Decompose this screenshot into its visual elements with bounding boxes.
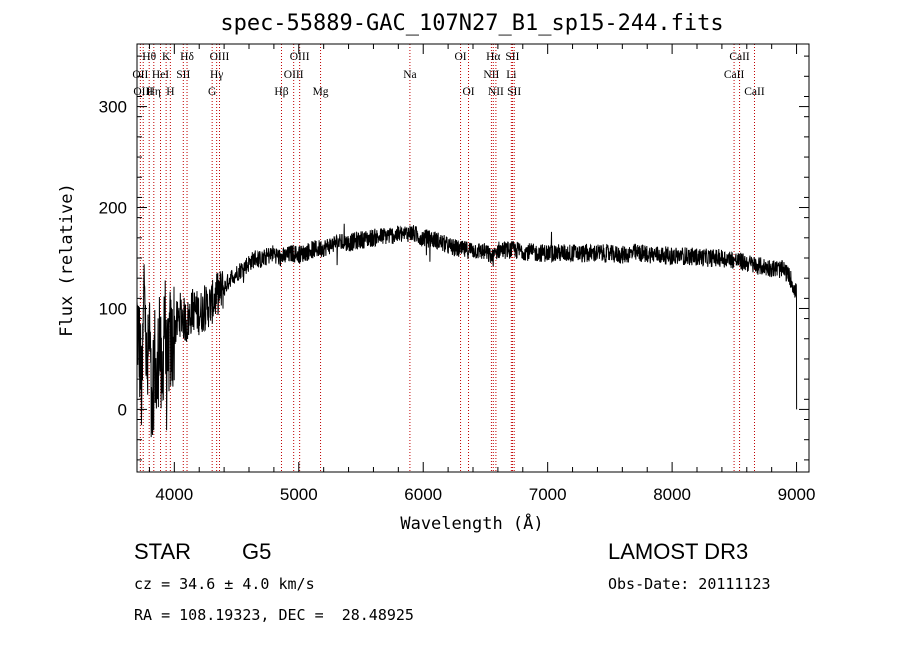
survey-name: LAMOST DR3 — [608, 539, 748, 564]
x-tick-label-0: 4000 — [155, 485, 193, 504]
line-marker-label-19: Hη — [147, 86, 161, 98]
flux-series-line — [136, 223, 798, 438]
y-tick-label-1: 100 — [99, 299, 127, 318]
line-marker-label-21: G — [208, 86, 216, 98]
line-marker-label-20: H — [166, 86, 174, 98]
x-tick-label-4: 8000 — [653, 485, 691, 504]
y-tick-label-3: 300 — [99, 98, 127, 117]
y-axis-label: Flux (relative) — [57, 183, 77, 337]
line-marker-label-26: SII — [507, 86, 521, 98]
line-marker-label-2: Hδ — [180, 51, 194, 63]
line-marker-label-23: Mg — [313, 86, 329, 98]
x-tick-label-3: 7000 — [529, 485, 567, 504]
y-axis-ticks: 0 100 200 300 — [99, 55, 809, 461]
line-marker-label-18: OIII — [133, 86, 153, 98]
line-marker-label-16: Li — [506, 69, 516, 81]
line-marker-label-25: NII — [488, 86, 504, 98]
line-marker-label-3: OIII — [210, 51, 230, 63]
spectral-subclass: G5 — [242, 539, 271, 564]
line-marker-label-24: OI — [462, 86, 474, 98]
x-tick-label-1: 5000 — [280, 485, 318, 504]
line-marker-label-0: Hθ — [142, 51, 156, 63]
line-marker-label-6: Hα — [486, 51, 500, 63]
y-tick-label-2: 200 — [99, 199, 127, 218]
line-marker-label-8: CaII — [729, 51, 750, 63]
x-tick-label-2: 6000 — [404, 485, 442, 504]
x-tick-label-5: 9000 — [778, 485, 816, 504]
x-axis-ticks: 4000 5000 6000 7000 8000 9000 — [148, 44, 816, 504]
x-axis-label: Wavelength (Å) — [400, 512, 543, 534]
redshift-text: cz = 34.6 ± 4.0 km/s — [134, 575, 315, 593]
object-class: STAR — [134, 539, 191, 564]
coordinates-text: RA = 108.19323, DEC = 28.48925 — [134, 606, 414, 624]
line-labels: Hθ K Hδ OIII OIII OI Hα SII CaII OII HeI SII Hγ OIII N… — [132, 51, 765, 98]
line-marker-label-27: CaII — [744, 86, 765, 98]
line-marker-label-22: Hβ — [274, 86, 288, 98]
line-marker-label-4: OIII — [290, 51, 310, 63]
line-marker-label-9: OII — [132, 69, 148, 81]
line-marker-label-7: SII — [505, 51, 519, 63]
line-marker-label-5: OI — [454, 51, 466, 63]
y-tick-label-0: 0 — [118, 400, 127, 419]
line-marker-label-13: OIII — [284, 69, 304, 81]
line-marker-label-14: Na — [403, 69, 416, 81]
line-marker-label-10: HeI — [152, 69, 169, 81]
line-marker-label-11: SII — [176, 69, 190, 81]
line-marker-label-12: Hγ — [210, 69, 223, 81]
chart-title: spec-55889-GAC_107N27_B1_sp15-244.fits — [220, 11, 723, 36]
obs-date-text: Obs-Date: 20111123 — [608, 575, 771, 593]
line-marker-label-15: NII — [483, 69, 499, 81]
line-marker-label-1: K — [162, 51, 171, 63]
line-marker-label-17: CaII — [724, 69, 745, 81]
